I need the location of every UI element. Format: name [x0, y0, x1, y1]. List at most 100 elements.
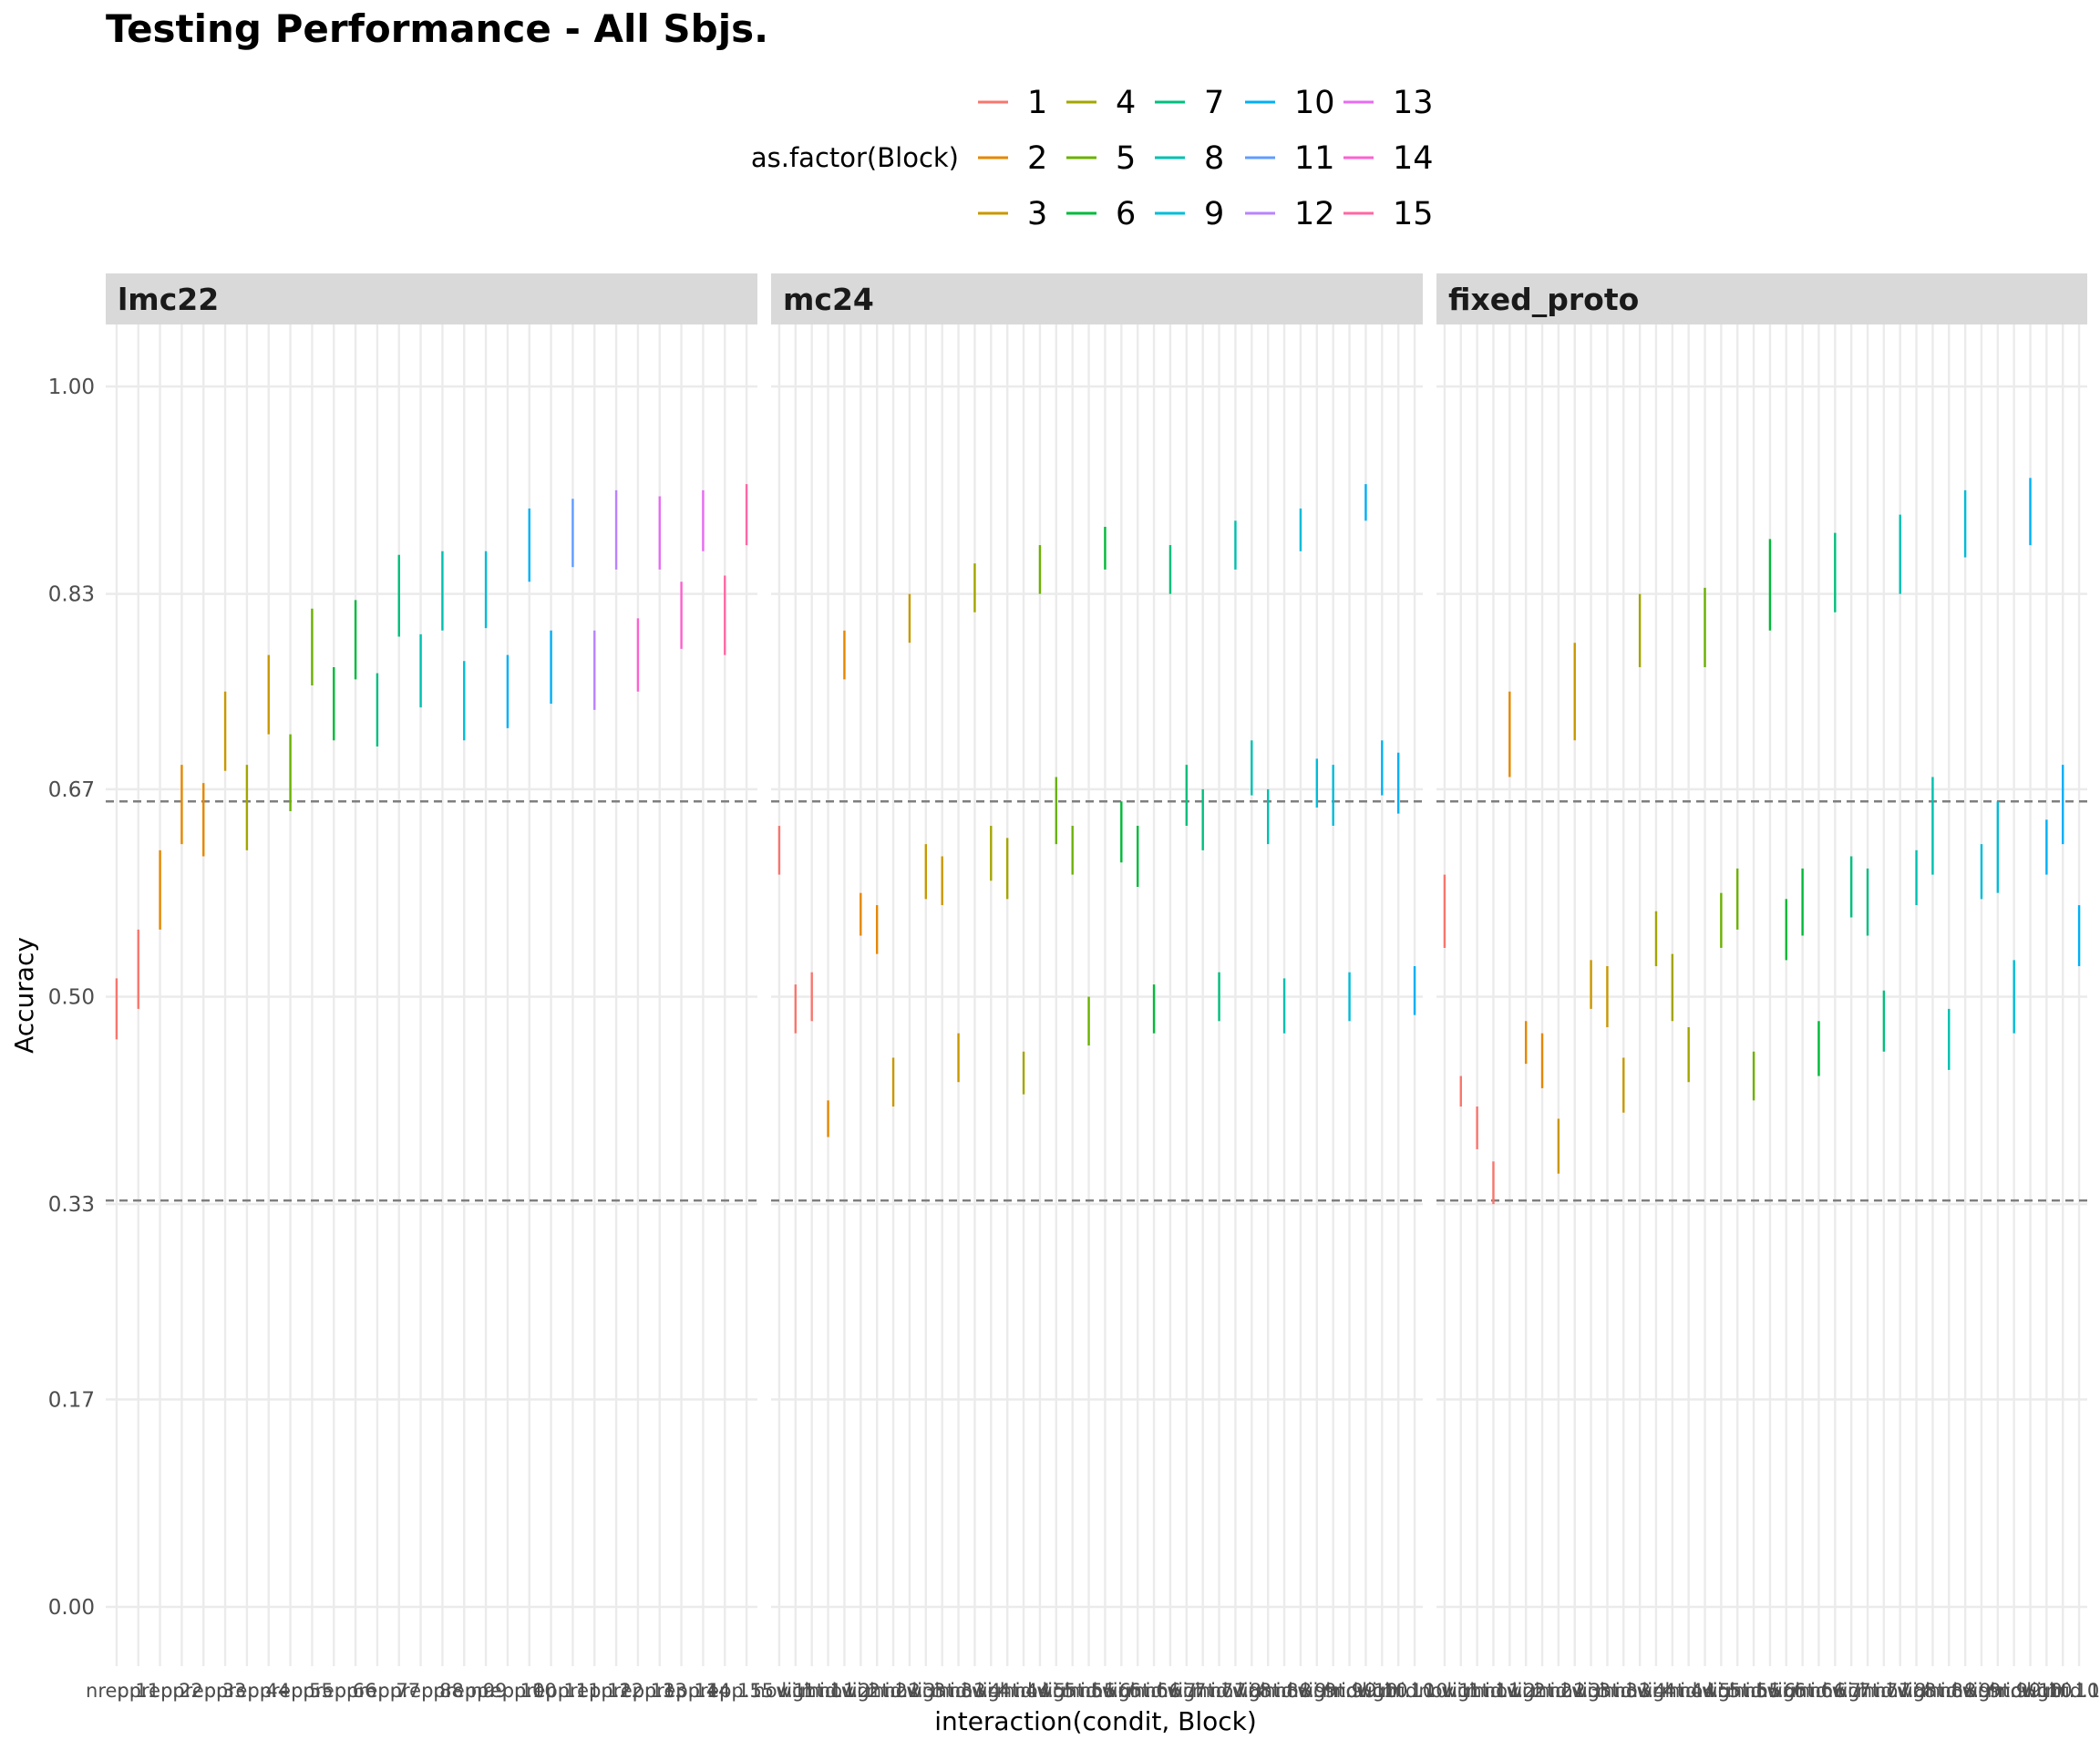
x-tick-label: mid.4 — [996, 1680, 1051, 1702]
legend-label-12: 12 — [1294, 196, 1335, 232]
x-tick-label: mid.1 — [801, 1680, 856, 1702]
x-tick-label: pp.1 — [117, 1680, 160, 1702]
legend-label-14: 14 — [1393, 140, 1434, 177]
x-tick-label: wi.8 — [1897, 1680, 1936, 1702]
x-tick-label: mid.8 — [1257, 1680, 1312, 1702]
x-tick-label: nrep.15 — [688, 1680, 762, 1702]
x-tick-label: light.2 — [1512, 1680, 1573, 1702]
x-tick-label: pp.9 — [465, 1680, 508, 1702]
x-tick-label: wi.1 — [776, 1680, 815, 1702]
x-tick-label: nov.3 — [1549, 1680, 1601, 1702]
x-tick-label: mid.4 — [1662, 1680, 1716, 1702]
x-tick-label: wi.10 — [1356, 1680, 1407, 1702]
legend-label-1: 1 — [1027, 85, 1047, 121]
x-tick-label: nov.2 — [1484, 1680, 1536, 1702]
x-tick-label: pp.11 — [545, 1680, 600, 1702]
x-tick-label: light.4 — [1642, 1680, 1704, 1702]
legend-label-10: 10 — [1294, 85, 1335, 121]
x-tick-label: nrep.12 — [558, 1680, 632, 1702]
x-tick-label: nrep.6 — [303, 1680, 365, 1702]
x-tick-label: wi.2 — [1507, 1680, 1546, 1702]
x-tick-label: light.6 — [1772, 1680, 1833, 1702]
x-tick-label: nov.10 — [1998, 1680, 2062, 1702]
x-tick-label: nov.6 — [1744, 1680, 1796, 1702]
x-tick-label: wi.4 — [1636, 1680, 1675, 1702]
x-tick-label: wi.3 — [1571, 1680, 1611, 1702]
x-tick-label: wi.5 — [1702, 1680, 1741, 1702]
x-tick-label: nov.6 — [1079, 1680, 1131, 1702]
legend-title: as.factor(Block) — [751, 142, 959, 173]
x-tick-label: nov.3 — [883, 1680, 935, 1702]
x-tick-label: nov.9 — [1940, 1680, 1992, 1702]
x-tick-label: light.6 — [1107, 1680, 1168, 1702]
y-tick-label: 0.67 — [48, 778, 95, 802]
x-tick-label: wi.10 — [2021, 1680, 2072, 1702]
panel-mc24: mc24nov.1wi.1light.1mid.1nov.2wi.2light.… — [753, 273, 1448, 1702]
x-tick-label: pp.13 — [633, 1680, 687, 1702]
y-tick-label: 0.00 — [48, 1596, 95, 1620]
x-tick-label: wi.9 — [1961, 1680, 2001, 1702]
x-tick-label: pp.15 — [719, 1680, 774, 1702]
x-tick-label: mid.2 — [1531, 1680, 1586, 1702]
x-tick-label: wi.8 — [1232, 1680, 1271, 1702]
x-tick-label: light.8 — [1238, 1680, 1299, 1702]
x-tick-label: mid.5 — [1726, 1680, 1781, 1702]
x-axis-title: interaction(condit, Block) — [934, 1706, 1257, 1736]
x-tick-label: pp.3 — [204, 1680, 247, 1702]
x-tick-label: mid.7 — [1857, 1680, 1911, 1702]
x-tick-label: nrep.8 — [390, 1680, 452, 1702]
legend-label-9: 9 — [1204, 196, 1224, 232]
strip-label-lmc22: lmc22 — [118, 282, 219, 317]
y-tick-label: 0.50 — [48, 986, 95, 1010]
x-tick-label: mid.10 — [2046, 1680, 2100, 1702]
legend-label-8: 8 — [1204, 140, 1224, 177]
x-tick-label: mid.3 — [932, 1680, 986, 1702]
x-tick-label: light.3 — [911, 1680, 973, 1702]
x-tick-label: light.7 — [1838, 1680, 1899, 1702]
x-tick-label: mid.9 — [1987, 1680, 2042, 1702]
x-tick-label: wi.2 — [841, 1680, 880, 1702]
x-tick-label: pp.14 — [675, 1680, 730, 1702]
x-tick-label: nrep.1 — [86, 1680, 148, 1702]
x-tick-label: nrep.11 — [514, 1680, 588, 1702]
x-tick-label: light.10 — [1362, 1680, 1435, 1702]
x-tick-label: nov.8 — [1210, 1680, 1261, 1702]
x-tick-label: wi.1 — [1441, 1680, 1480, 1702]
x-tick-label: mid.8 — [1921, 1680, 1976, 1702]
x-tick-label: mid.9 — [1323, 1680, 1377, 1702]
x-tick-label: mid.6 — [1127, 1680, 1181, 1702]
x-tick-label: light.7 — [1172, 1680, 1233, 1702]
x-tick-label: wi.3 — [906, 1680, 945, 1702]
x-tick-label: wi.7 — [1832, 1680, 1871, 1702]
x-tick-label: nov.10 — [1333, 1680, 1397, 1702]
x-tick-label: light.8 — [1902, 1680, 1963, 1702]
x-tick-label: light.4 — [977, 1680, 1038, 1702]
facet-panels: lmc22nrep.1pp.1nrep.2pp.2nrep.3pp.3nrep.… — [48, 273, 2100, 1702]
legend-label-4: 4 — [1116, 85, 1136, 121]
x-tick-label: light.5 — [1707, 1680, 1768, 1702]
x-tick-label: pp.6 — [335, 1680, 377, 1702]
x-tick-label: light.9 — [1968, 1680, 2029, 1702]
x-tick-label: light.3 — [1577, 1680, 1638, 1702]
x-tick-label: nrep.9 — [433, 1680, 495, 1702]
y-tick-label: 0.83 — [48, 583, 95, 607]
x-tick-label: light.2 — [847, 1680, 908, 1702]
x-tick-label: mid.3 — [1596, 1680, 1651, 1702]
legend-label-7: 7 — [1204, 85, 1224, 121]
x-tick-label: mid.10 — [1382, 1680, 1448, 1702]
y-axis-title: Accuracy — [9, 937, 39, 1054]
x-tick-label: nrep.14 — [644, 1680, 718, 1702]
x-tick-label: nov.7 — [1144, 1680, 1196, 1702]
legend-label-2: 2 — [1027, 140, 1047, 177]
x-tick-label: mid.1 — [1467, 1680, 1521, 1702]
x-tick-label: mid.5 — [1062, 1680, 1117, 1702]
x-tick-label: wi.6 — [1102, 1680, 1141, 1702]
x-tick-label: light.1 — [1446, 1680, 1508, 1702]
legend-label-15: 15 — [1393, 196, 1434, 232]
strip-label-mc24: mc24 — [783, 282, 874, 317]
x-tick-label: nrep.7 — [346, 1680, 408, 1702]
x-tick-label: mid.6 — [1792, 1680, 1847, 1702]
legend-label-5: 5 — [1116, 140, 1136, 177]
x-tick-label: mid.2 — [866, 1680, 921, 1702]
